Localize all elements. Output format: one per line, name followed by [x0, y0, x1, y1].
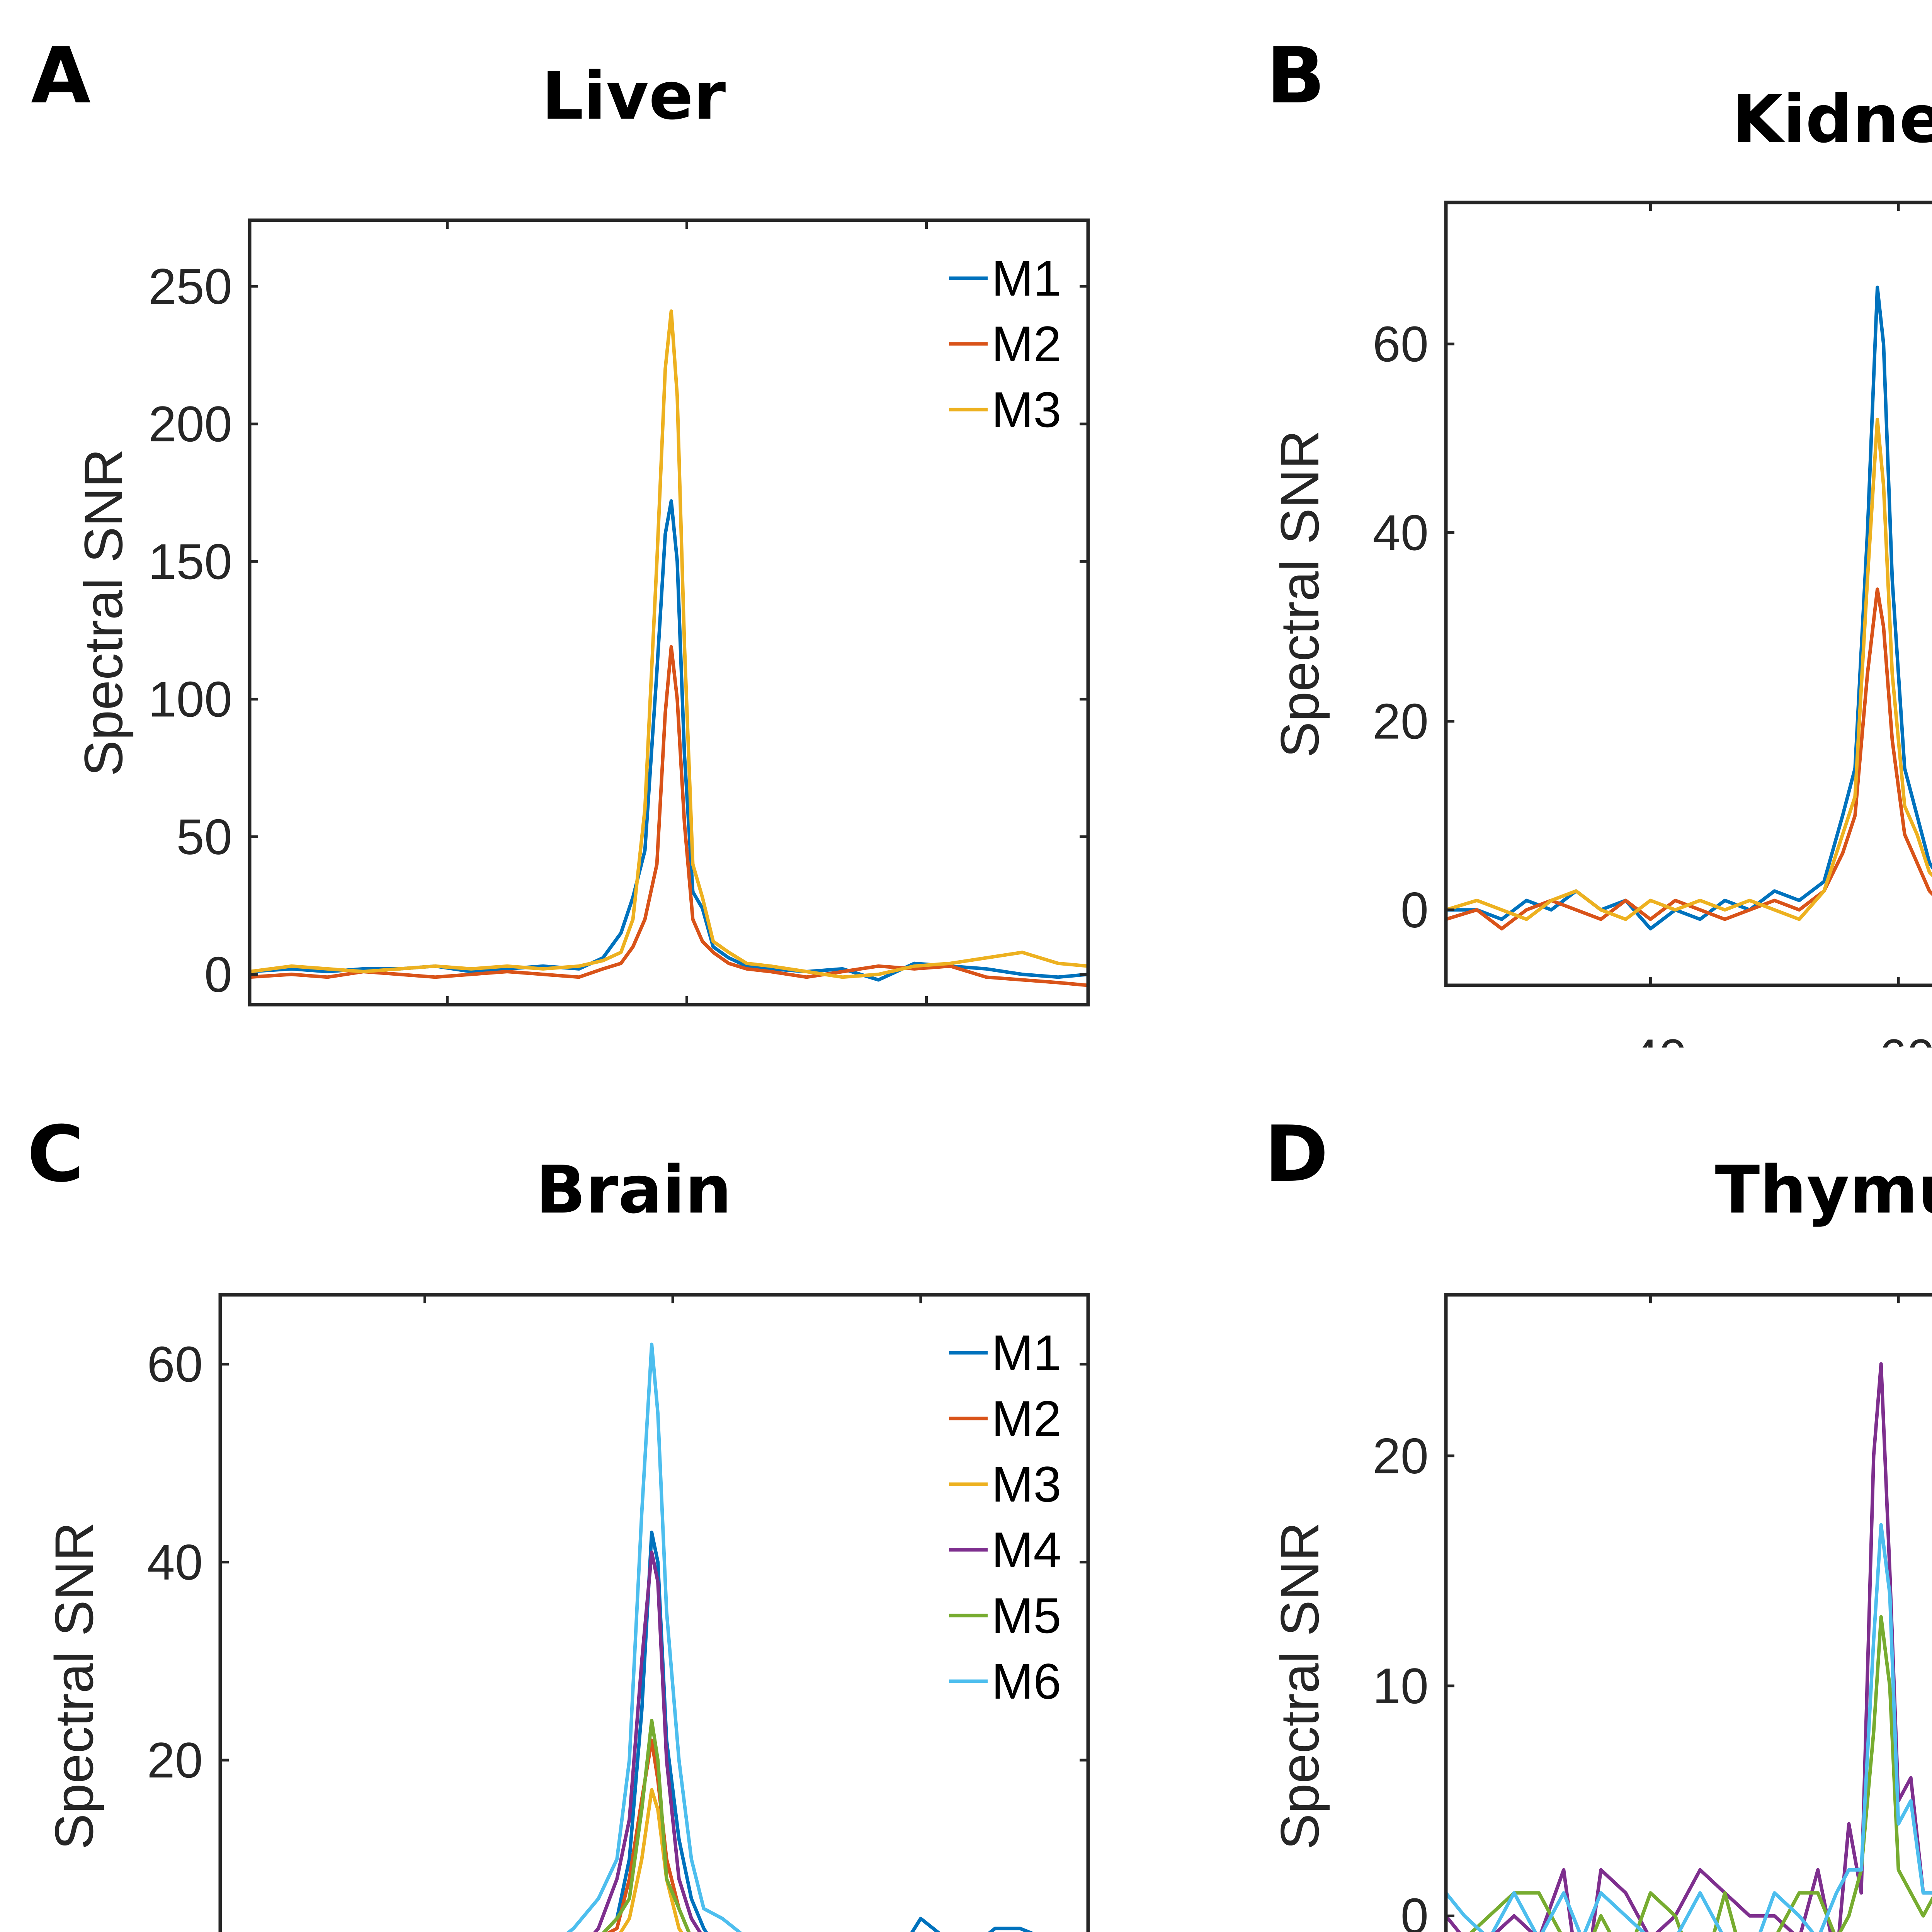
chart-thymus: -40-60-8001020Chemical shift (ppm)Spectr… — [1269, 1293, 1932, 1932]
y-tick-label: 40 — [1372, 504, 1429, 561]
series-line-m5 — [1469, 1615, 1932, 1932]
series-line-m4 — [1446, 1362, 1932, 1932]
y-tick-label: 100 — [148, 671, 232, 727]
panel-letter: A — [31, 31, 91, 121]
legend-label-m2: M2 — [992, 1390, 1061, 1447]
legend-label-m3: M3 — [992, 1456, 1061, 1512]
y-tick-label: 200 — [148, 396, 232, 452]
legend-label-m5: M5 — [992, 1587, 1061, 1644]
legend-label-m6: M6 — [992, 1653, 1061, 1709]
series-line-m2 — [606, 1738, 691, 1932]
panel-letter: B — [1266, 31, 1325, 121]
legend-label-m4: M4 — [992, 1522, 1061, 1578]
panel-d: D Thymus -40-60-8001020Chemical shift (p… — [1210, 1048, 1932, 1932]
panel-c: C Brain -40-60-800204060Chemical shift (… — [0, 1048, 1210, 1932]
series-line-m1 — [250, 499, 1088, 982]
panel-letter: C — [27, 1109, 84, 1199]
y-tick-label: 50 — [176, 809, 232, 865]
panel-title: Thymus — [1715, 1152, 1932, 1228]
legend-label-m1: M1 — [992, 250, 1061, 306]
x-tick-label: -40 — [1614, 1029, 1687, 1048]
y-axis-label: Spectral SNR — [1269, 1522, 1330, 1850]
y-tick-label: 0 — [175, 1930, 203, 1932]
y-axis-label: Spectral SNR — [73, 449, 134, 776]
y-tick-label: 20 — [147, 1732, 203, 1788]
x-tick-label: -60 — [1862, 1029, 1932, 1048]
y-tick-label: 20 — [1372, 693, 1429, 750]
y-tick-label: 150 — [148, 533, 232, 590]
panel-b: B Kidney -40-60-800204060Chemical shift … — [1210, 0, 1932, 1167]
series-line-m4 — [593, 1550, 702, 1932]
series-line-m3 — [1446, 417, 1932, 921]
y-axis-label: Spectral SNR — [1269, 430, 1330, 758]
y-axis-label: Spectral SNR — [44, 1522, 104, 1850]
axes-frame — [248, 218, 1090, 1007]
panel-title: Liver — [541, 58, 726, 134]
panel-letter: D — [1264, 1109, 1329, 1199]
legend-label-m1: M1 — [992, 1325, 1061, 1381]
chart-liver: -40-60-80050100150200250Chemical shift (… — [73, 218, 1090, 1186]
series-line-m3 — [619, 1788, 684, 1932]
chart-brain: -40-60-800204060Chemical shift (ppm)Spec… — [44, 1293, 1090, 1932]
series-line-m6 — [1446, 1523, 1932, 1932]
series-line-m6 — [566, 1342, 742, 1932]
y-tick-label: 0 — [1401, 1888, 1429, 1932]
y-tick-label: 0 — [1401, 882, 1429, 938]
y-tick-label: 40 — [147, 1534, 203, 1590]
series-line-m2 — [250, 645, 1088, 987]
legend-label-m2: M2 — [992, 316, 1061, 372]
panel-title: Kidney — [1732, 81, 1932, 158]
series-line-m1 — [1446, 286, 1932, 930]
axes-frame — [1444, 1293, 1932, 1932]
y-tick-label: 0 — [204, 946, 232, 1003]
y-tick-label: 250 — [148, 258, 232, 315]
axes-frame — [218, 1293, 1090, 1932]
series-line-m3 — [250, 309, 1088, 979]
y-tick-label: 20 — [1372, 1428, 1429, 1484]
y-tick-label: 60 — [1372, 316, 1429, 372]
legend-label-m3: M3 — [992, 381, 1061, 438]
y-tick-label: 60 — [147, 1336, 203, 1392]
panel-title: Brain — [536, 1152, 732, 1228]
panel-a: A Liver -40-60-80050100150200250Chemical… — [0, 0, 1210, 1186]
series-line-m5 — [602, 1719, 691, 1932]
y-tick-label: 10 — [1372, 1658, 1429, 1714]
series-line-m2 — [1446, 587, 1932, 930]
axes-frame — [1444, 201, 1932, 987]
